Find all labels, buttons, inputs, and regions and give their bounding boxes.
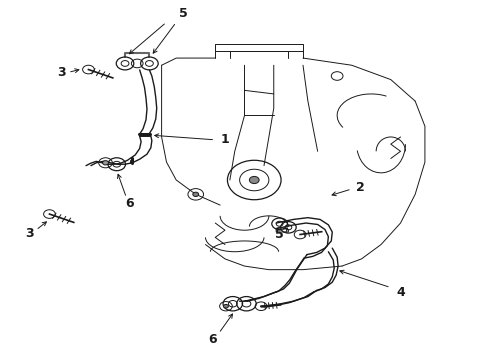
Text: 1: 1 bbox=[220, 133, 229, 146]
Text: 4: 4 bbox=[395, 287, 404, 300]
Text: 3: 3 bbox=[57, 66, 66, 79]
Text: 5: 5 bbox=[275, 228, 284, 241]
Circle shape bbox=[249, 176, 259, 184]
Text: 5: 5 bbox=[179, 7, 187, 20]
Circle shape bbox=[102, 161, 108, 165]
Text: 2: 2 bbox=[355, 181, 364, 194]
Circle shape bbox=[192, 192, 198, 197]
Text: 6: 6 bbox=[208, 333, 217, 346]
Circle shape bbox=[223, 305, 228, 308]
Text: 6: 6 bbox=[125, 197, 134, 210]
Text: 3: 3 bbox=[25, 227, 34, 240]
